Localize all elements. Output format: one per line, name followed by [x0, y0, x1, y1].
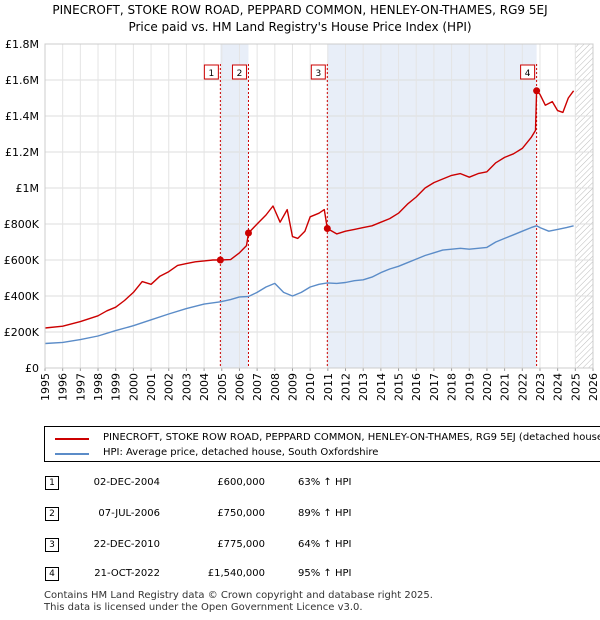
sale-label-box [310, 64, 326, 80]
x-tick-label: 2015 [393, 373, 406, 401]
legend: PINECROFT, STOKE ROW ROAD, PEPPARD COMMO… [44, 426, 600, 462]
x-tick-label: 2010 [304, 373, 317, 401]
legend-label-property: PINECROFT, STOKE ROW ROAD, PEPPARD COMMO… [103, 432, 600, 443]
transaction-date: 02-DEC-2004 [93, 477, 160, 488]
transaction-number: 4 [45, 567, 59, 581]
y-tick-label: £200K [4, 326, 40, 339]
x-tick-label: 1997 [74, 373, 87, 401]
x-tick-label: 2026 [587, 373, 600, 401]
x-tick-label: 2024 [552, 373, 565, 401]
transaction-number: 1 [45, 476, 59, 490]
transaction-date: 22-DEC-2010 [93, 539, 160, 550]
x-tick-label: 1995 [39, 373, 52, 401]
y-tick-label: £1M [16, 182, 40, 195]
chart-subtitle: Price paid vs. HM Land Registry's House … [128, 20, 472, 34]
x-tick-label: 2021 [499, 373, 512, 401]
sale-point-marker [533, 87, 541, 95]
sale-label-number: 2 [237, 69, 243, 79]
y-tick-label: £400K [4, 290, 40, 303]
x-tick-label: 2014 [375, 373, 388, 401]
footer-copyright: Contains HM Land Registry data © Crown c… [44, 590, 433, 601]
forecast-hatch-region [575, 44, 593, 368]
x-tick-label: 2004 [198, 373, 211, 401]
sale-label-box [203, 64, 219, 80]
hpi-line [44, 225, 574, 345]
transaction-hpi: 64% ↑ HPI [298, 539, 352, 550]
x-tick-label: 1998 [92, 373, 105, 401]
transaction-row: 3 22-DEC-2010 £775,000 64% ↑ HPI [0, 538, 600, 556]
sale-point-marker [244, 229, 252, 237]
y-tick-label: £1.4M [5, 110, 39, 123]
x-tick-label: 2009 [286, 373, 299, 401]
transaction-row: 2 07-JUL-2006 £750,000 89% ↑ HPI [0, 507, 600, 525]
property-price-line [44, 90, 575, 329]
sale-point-marker [216, 256, 224, 264]
x-tick-label: 2000 [127, 373, 140, 401]
transaction-date: 21-OCT-2022 [94, 568, 160, 579]
x-tick-label: 2002 [163, 373, 176, 401]
transaction-number: 2 [45, 507, 59, 521]
sale-label-box [231, 64, 247, 80]
x-tick-label: 2018 [446, 373, 459, 401]
transaction-price: £1,540,000 [207, 568, 265, 579]
y-tick-label: £1.2M [5, 146, 39, 159]
x-tick-label: 2001 [145, 373, 158, 401]
x-tick-label: 2019 [463, 373, 476, 401]
y-tick-label: £800K [4, 218, 40, 231]
legend-swatch-hpi [55, 453, 89, 455]
transaction-hpi: 95% ↑ HPI [298, 568, 352, 579]
sale-label-number: 4 [525, 69, 531, 79]
x-tick-label: 2003 [180, 373, 193, 401]
x-tick-label: 2006 [233, 373, 246, 401]
x-tick-label: 2007 [251, 373, 264, 401]
price-chart: 1 2 3 4 £0 £200K £400K £600K £800K £1M £1.2M £1.4M… [4, 38, 600, 401]
ownership-period-shade [327, 44, 537, 368]
x-tick-label: 2020 [481, 373, 494, 401]
x-tick-label: 2011 [322, 373, 335, 401]
plot-frame [44, 43, 594, 369]
x-tick-label: 1996 [57, 373, 70, 401]
legend-swatch-property [55, 438, 89, 440]
transaction-price: £600,000 [217, 477, 265, 488]
transaction-hpi: 89% ↑ HPI [298, 508, 352, 519]
x-tick-label: 2025 [569, 373, 582, 401]
x-tick-label: 2005 [216, 373, 229, 401]
x-tick-label: 1999 [110, 373, 123, 401]
x-tick-label: 2023 [534, 373, 547, 401]
transaction-date: 07-JUL-2006 [98, 508, 160, 519]
ownership-period-shade [220, 44, 249, 368]
transaction-hpi: 63% ↑ HPI [298, 477, 352, 488]
transaction-number: 3 [45, 538, 59, 552]
x-tick-label: 2016 [410, 373, 423, 401]
y-tick-label: £0 [25, 362, 39, 375]
x-tick-label: 2022 [516, 373, 529, 401]
x-tick-label: 2013 [357, 373, 370, 401]
sale-point-marker [323, 225, 331, 232]
transaction-row: 1 02-DEC-2004 £600,000 63% ↑ HPI [0, 476, 600, 494]
x-tick-label: 2008 [269, 373, 282, 401]
y-tick-label: £1.6M [5, 74, 39, 87]
y-tick-label: £1.8M [5, 38, 39, 51]
sale-label-number: 1 [208, 69, 214, 79]
x-tick-label: 2017 [428, 373, 441, 401]
transaction-price: £750,000 [217, 508, 265, 519]
chart-title: PINECROFT, STOKE ROW ROAD, PEPPARD COMMO… [52, 3, 548, 17]
legend-label-hpi: HPI: Average price, detached house, Sout… [103, 447, 379, 458]
sale-label-box [520, 64, 536, 80]
footer-licence: This data is licensed under the Open Gov… [44, 602, 363, 613]
x-tick-label: 2012 [340, 373, 353, 401]
y-tick-label: £600K [4, 254, 40, 267]
transaction-price: £775,000 [217, 539, 265, 550]
transaction-row: 4 21-OCT-2022 £1,540,000 95% ↑ HPI [0, 567, 600, 585]
sale-label-number: 3 [315, 69, 321, 79]
